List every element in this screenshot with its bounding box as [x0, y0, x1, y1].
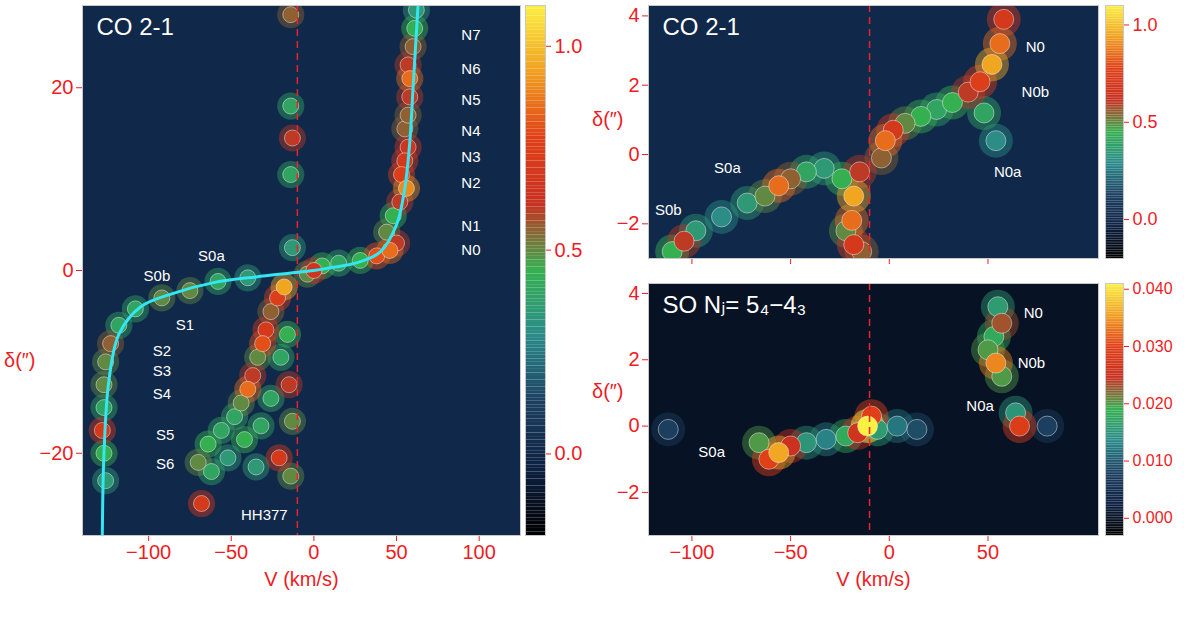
svg-text:−50: −50 [214, 541, 248, 563]
svg-text:N2: N2 [461, 174, 480, 191]
svg-text:−20: −20 [40, 442, 74, 464]
svg-text:HH377: HH377 [241, 506, 288, 523]
svg-text:S0a: S0a [698, 443, 725, 460]
svg-text:N6: N6 [461, 60, 480, 77]
svg-text:N5: N5 [461, 91, 480, 108]
svg-text:0.020: 0.020 [1133, 395, 1173, 412]
html-text:δ(″): δ(″) [4, 349, 36, 371]
svg-text:50: 50 [385, 541, 407, 563]
svg-text:N0b: N0b [1022, 83, 1050, 100]
svg-text:20: 20 [51, 76, 73, 98]
svg-text:N0: N0 [1024, 304, 1043, 321]
svg-text:S0a: S0a [714, 159, 741, 176]
svg-text:−2: −2 [617, 212, 640, 234]
svg-text:N1: N1 [461, 217, 480, 234]
svg-text:S1: S1 [176, 316, 194, 333]
svg-text:0.040: 0.040 [1133, 280, 1173, 297]
svg-text:S3: S3 [153, 362, 171, 379]
svg-text:1.0: 1.0 [1133, 15, 1158, 35]
svg-text:0: 0 [62, 259, 73, 281]
svg-text:−2: −2 [617, 481, 640, 503]
svg-text:0.030: 0.030 [1133, 338, 1173, 355]
svg-text:4: 4 [628, 282, 639, 304]
svg-text:S4: S4 [153, 385, 171, 402]
svg-text:CO 2-1: CO 2-1 [97, 13, 174, 40]
svg-text:0: 0 [628, 414, 639, 436]
svg-text:N4: N4 [461, 122, 480, 139]
svg-text:0: 0 [308, 541, 319, 563]
svg-text:−100: −100 [669, 541, 714, 563]
svg-text:−100: −100 [126, 541, 171, 563]
svg-text:0.0: 0.0 [1133, 209, 1158, 229]
svg-text:N0a: N0a [994, 163, 1022, 180]
svg-text:S6: S6 [156, 455, 174, 472]
svg-text:4: 4 [628, 4, 639, 26]
html-text:δ(″): δ(″) [592, 380, 624, 402]
svg-text:0: 0 [884, 541, 895, 563]
svg-text:0.5: 0.5 [1133, 112, 1158, 132]
svg-text:0: 0 [628, 143, 639, 165]
svg-text:SO Nⱼ= 5₄−4₃: SO Nⱼ= 5₄−4₃ [663, 291, 807, 318]
svg-text:V (km/s): V (km/s) [264, 568, 338, 590]
svg-text:0.5: 0.5 [555, 239, 583, 261]
svg-text:0.000: 0.000 [1133, 509, 1173, 526]
svg-text:−50: −50 [774, 541, 808, 563]
svg-text:0.010: 0.010 [1133, 452, 1173, 469]
svg-text:100: 100 [462, 541, 495, 563]
svg-text:N0: N0 [1026, 38, 1045, 55]
svg-text:V (km/s): V (km/s) [836, 568, 910, 590]
svg-text:2: 2 [628, 74, 639, 96]
svg-text:N7: N7 [461, 26, 480, 43]
svg-text:N0b: N0b [1018, 354, 1046, 371]
svg-text:1.0: 1.0 [555, 35, 583, 57]
html-text:δ(″): δ(″) [592, 108, 624, 130]
svg-text:0.0: 0.0 [555, 442, 583, 464]
svg-text:S0b: S0b [144, 267, 171, 284]
svg-text:CO 2-1: CO 2-1 [663, 13, 740, 40]
svg-text:2: 2 [628, 348, 639, 370]
svg-text:N0a: N0a [966, 397, 994, 414]
svg-text:S0a: S0a [198, 247, 225, 264]
svg-text:S2: S2 [153, 342, 171, 359]
svg-text:50: 50 [977, 541, 999, 563]
svg-text:N0: N0 [461, 241, 480, 258]
svg-text:S0b: S0b [655, 201, 682, 218]
svg-text:N3: N3 [461, 148, 480, 165]
svg-text:S5: S5 [156, 426, 174, 443]
